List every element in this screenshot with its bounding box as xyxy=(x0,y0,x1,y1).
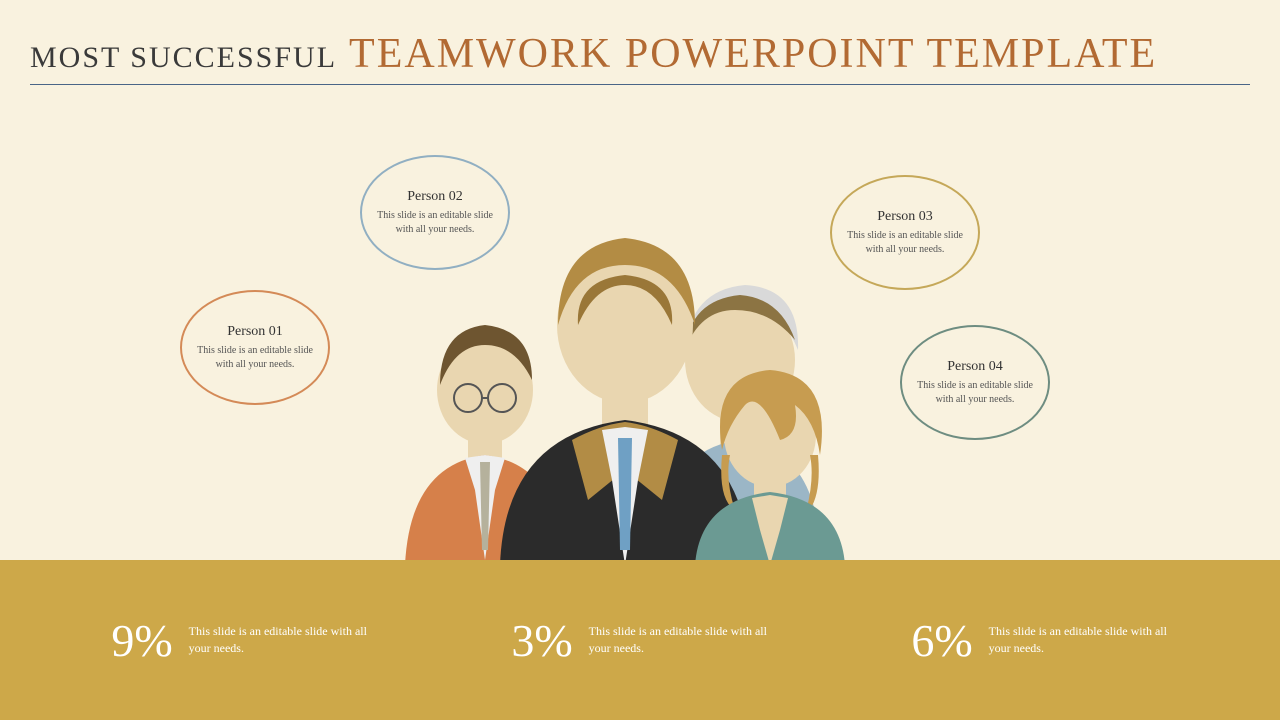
title-underline xyxy=(30,84,1250,85)
people-illustration xyxy=(350,230,920,570)
bubble-label: Person 04 xyxy=(947,359,1003,375)
stat-2: 3% This slide is an editable slide with … xyxy=(511,614,768,667)
slide: MOST SUCCESSFUL TEAMWORK POWERPOINT TEMP… xyxy=(0,0,1280,720)
stat-1: 9% This slide is an editable slide with … xyxy=(111,614,368,667)
stat-desc: This slide is an editable slide with all… xyxy=(189,623,369,657)
bubble-person-01: Person 01 This slide is an editable slid… xyxy=(180,290,330,405)
bubble-desc: This slide is an editable slide with all… xyxy=(192,344,318,372)
stat-value: 3% xyxy=(511,614,572,667)
bubble-label: Person 03 xyxy=(877,209,933,225)
stat-value: 9% xyxy=(111,614,172,667)
stat-value: 6% xyxy=(911,614,972,667)
title-main: TEAMWORK POWERPOINT TEMPLATE xyxy=(349,30,1157,78)
bubble-person-04: Person 04 This slide is an editable slid… xyxy=(900,325,1050,440)
bubble-label: Person 02 xyxy=(407,189,463,205)
title-bar: MOST SUCCESSFUL TEAMWORK POWERPOINT TEMP… xyxy=(30,30,1250,78)
bubble-label: Person 01 xyxy=(227,324,283,340)
stat-3: 6% This slide is an editable slide with … xyxy=(911,614,1168,667)
footer-band: 9% This slide is an editable slide with … xyxy=(0,560,1280,720)
stat-desc: This slide is an editable slide with all… xyxy=(589,623,769,657)
bubble-desc: This slide is an editable slide with all… xyxy=(912,379,1038,407)
title-prefix: MOST SUCCESSFUL xyxy=(30,41,337,75)
stat-desc: This slide is an editable slide with all… xyxy=(989,623,1169,657)
